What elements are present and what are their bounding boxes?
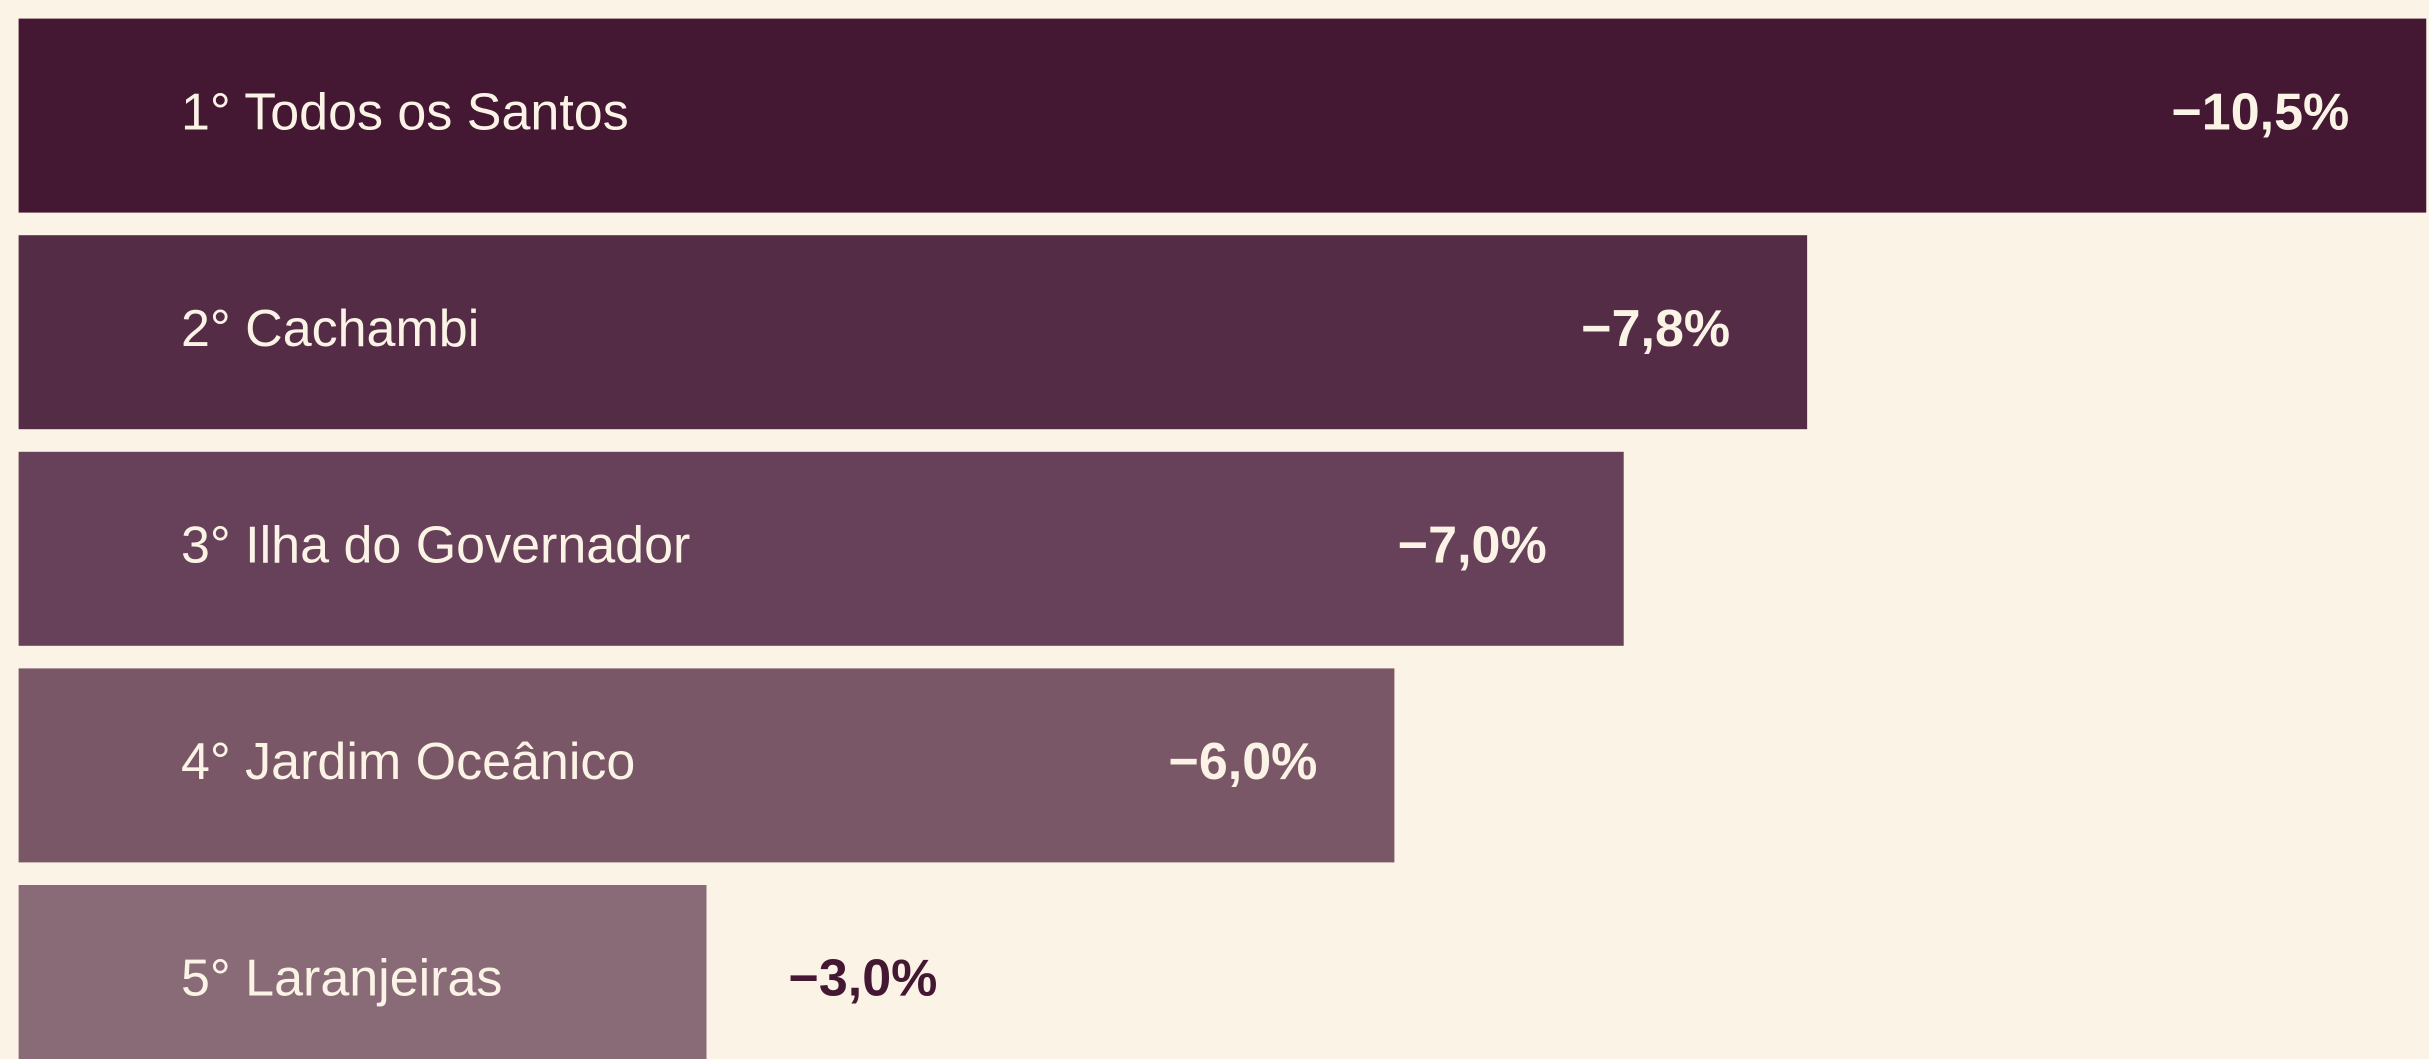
category-label: 2° Cachambi bbox=[181, 300, 479, 358]
bar bbox=[18, 18, 2427, 213]
category-label: 5° Laranjeiras bbox=[181, 950, 502, 1008]
value-label: −7,8% bbox=[1581, 300, 1730, 358]
value-label: −7,0% bbox=[1398, 517, 1547, 575]
category-label: 3° Ilha do Governador bbox=[181, 517, 690, 575]
value-label: −6,0% bbox=[1169, 733, 1318, 791]
bar bbox=[18, 451, 1624, 646]
bar bbox=[18, 235, 1808, 430]
bar bbox=[18, 668, 1395, 863]
value-label: −3,0% bbox=[789, 950, 938, 1008]
value-label: −10,5% bbox=[2171, 83, 2349, 141]
bar bbox=[18, 885, 707, 1059]
category-label: 1° Todos os Santos bbox=[181, 83, 629, 141]
category-label: 4° Jardim Oceânico bbox=[181, 733, 635, 791]
